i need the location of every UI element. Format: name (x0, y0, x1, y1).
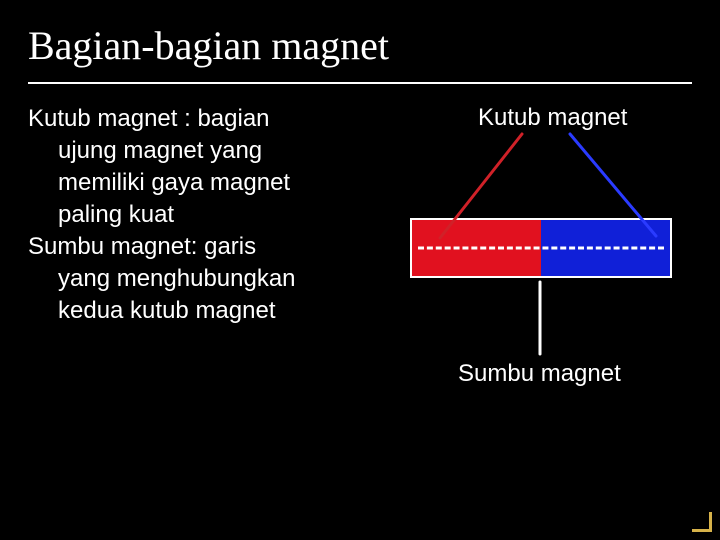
kutub-def-l3: memiliki gaya magnet (28, 168, 388, 198)
kutub-def-l2: ujung magnet yang (28, 136, 388, 166)
pointer-left (440, 134, 522, 238)
kutub-def-l4: paling kuat (28, 200, 388, 230)
label-sumbu: Sumbu magnet (458, 360, 621, 388)
kutub-def-l1: Kutub magnet : bagian (28, 104, 388, 134)
title-rule (28, 82, 692, 84)
page-title: Bagian-bagian magnet (28, 22, 389, 69)
corner-accent-icon (692, 512, 712, 532)
magnet-diagram: Kutub magnet Sumbu magnet (400, 100, 700, 420)
sumbu-def-l2: yang menghubungkan (28, 264, 388, 294)
sumbu-def-l3: kedua kutub magnet (28, 296, 388, 326)
sumbu-def-l1: Sumbu magnet: garis (28, 232, 388, 262)
definitions-block: Kutub magnet : bagian ujung magnet yang … (28, 104, 388, 328)
pointer-right (570, 134, 656, 236)
